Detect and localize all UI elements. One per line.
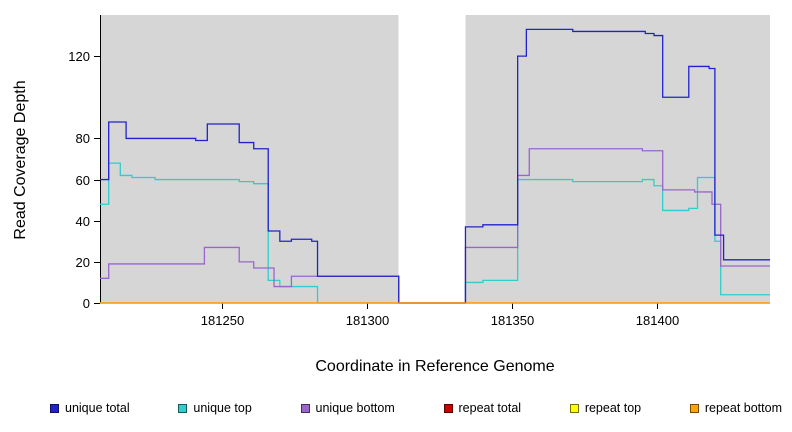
gap-band (398, 15, 466, 303)
legend-item-repeat-top: repeat top (569, 401, 642, 415)
y-tick-label-20: 20 (76, 255, 90, 270)
series-line-unique-top (100, 162, 770, 304)
y-tick-label-120: 120 (68, 49, 90, 64)
legend-item-unique-top: unique top (178, 401, 252, 415)
legend-item-repeat-bottom: repeat bottom (689, 401, 782, 415)
y-tick-label-40: 40 (76, 214, 90, 229)
legend-swatch-repeat-total (443, 403, 453, 413)
legend-swatch-repeat-top (569, 403, 579, 413)
y-tick-label-80: 80 (76, 131, 90, 146)
x-tick-label-181400: 181400 (636, 313, 679, 328)
legend-label-repeat-total: repeat total (458, 401, 522, 415)
legend-item-repeat-total: repeat total (443, 401, 522, 415)
x-axis-title: Coordinate in Reference Genome (315, 358, 555, 375)
legend-swatch-unique-top (178, 403, 188, 413)
x-tick-label-181300: 181300 (346, 313, 389, 328)
legend-item-unique-bottom: unique bottom (300, 401, 395, 415)
y-tick-label-60: 60 (76, 173, 90, 188)
legend-label-unique-top: unique top (193, 401, 252, 415)
x-tick-label-181250: 181250 (201, 313, 244, 328)
legend-swatch-unique-bottom (300, 403, 310, 413)
legend: unique total unique top unique bottom re… (0, 401, 792, 415)
legend-label-unique-bottom: unique bottom (315, 401, 395, 415)
legend-label-repeat-bottom: repeat bottom (704, 401, 782, 415)
legend-item-unique-total: unique total (50, 401, 130, 415)
legend-swatch-repeat-bottom (689, 403, 699, 413)
y-tick-label-0: 0 (83, 296, 90, 311)
y-axis-title: Read Coverage Depth (12, 80, 29, 240)
x-tick-label-181350: 181350 (491, 313, 534, 328)
legend-label-unique-total: unique total (65, 401, 130, 415)
legend-swatch-unique-total (50, 403, 59, 413)
legend-label-repeat-top: repeat top (584, 401, 642, 415)
coverage-chart: 0 20 40 60 80 120 181250 181300 181350 181400 (68, 15, 770, 328)
